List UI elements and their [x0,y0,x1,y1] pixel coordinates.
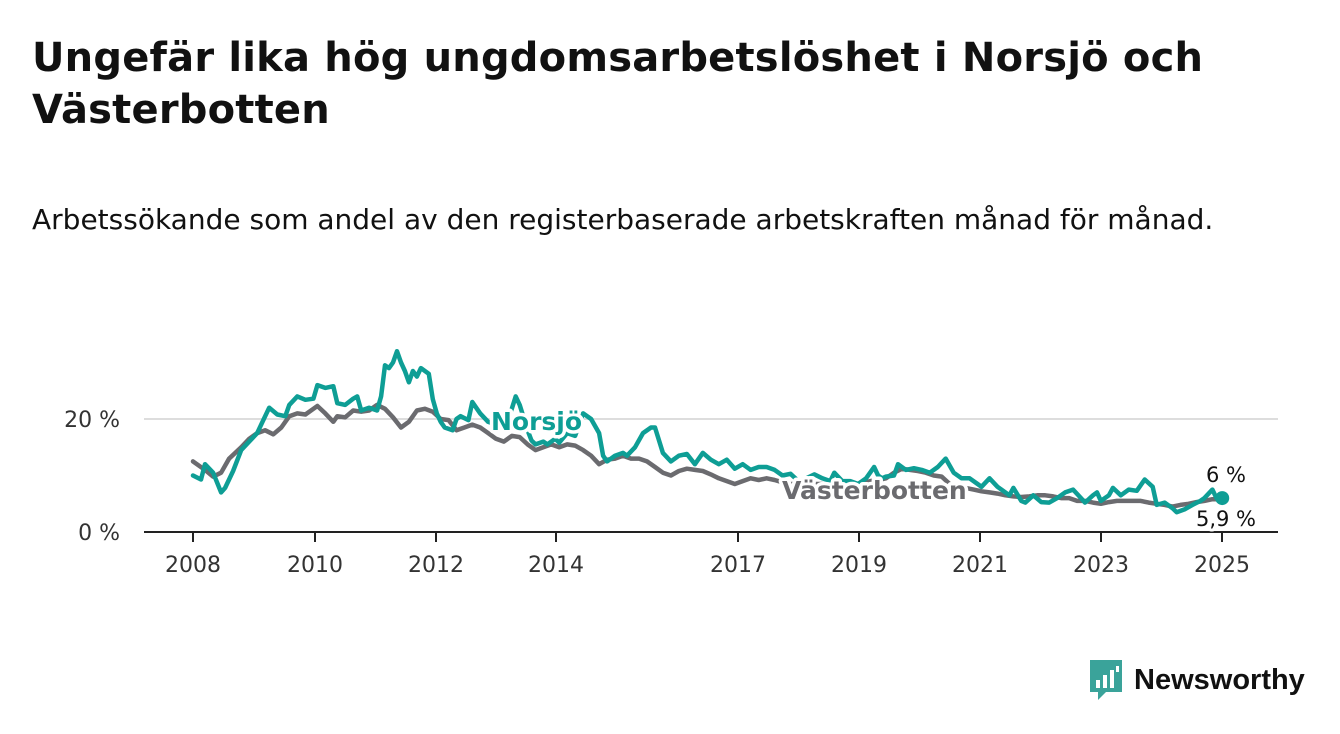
series-label-vasterbotten-halo: Västerbotten [782,476,967,505]
series-label-norsjo-halo: Norsjö [491,407,582,436]
series-label-vasterbotten: Västerbotten [782,476,967,505]
series-lines [190,348,1230,515]
x-tick-label: 2014 [528,553,584,578]
y-tick-label: 20 % [64,408,120,433]
chart-title: Ungefär lika hög ungdomsarbetslöshet i N… [32,35,1204,133]
x-tick-label: 2012 [408,553,464,578]
series-line-vasterbotten [190,402,1225,509]
line-chart: 2008 2010 2012 2014 2017 2019 2021 2023 2025 0 %… [64,348,1278,578]
series-end-marker-norsjo [1215,491,1230,506]
bar-chart-logo-icon [1090,660,1122,700]
end-label-vasterbotten-halo: 5,9 % [1196,507,1256,531]
series-label-norsjo: Norsjö [491,407,582,436]
x-tick-label: 2010 [287,553,343,578]
end-label-norsjo: 6 % [1206,463,1246,487]
x-axis-ticks: 2008 2010 2012 2014 2017 2019 2021 2023 2025 [165,532,1250,578]
x-tick-label: 2019 [831,553,887,578]
y-tick-label: 0 % [78,521,120,546]
end-label-vasterbotten: 5,9 % [1196,507,1256,531]
x-tick-label: 2025 [1194,553,1250,578]
y-axis-ticks: 0 % 20 % [64,408,120,546]
series-line-norsjo [190,348,1225,515]
x-tick-label: 2017 [710,553,766,578]
x-tick-label: 2008 [165,553,221,578]
brand-name: Newsworthy [1134,663,1305,696]
x-tick-label: 2023 [1073,553,1129,578]
x-tick-label: 2021 [952,553,1008,578]
end-label-norsjo-halo: 6 % [1206,463,1246,487]
newsworthy-logo: Newsworthy [1088,658,1305,702]
chart-subtitle: Arbetssökande som andel av den registerb… [32,203,1214,236]
